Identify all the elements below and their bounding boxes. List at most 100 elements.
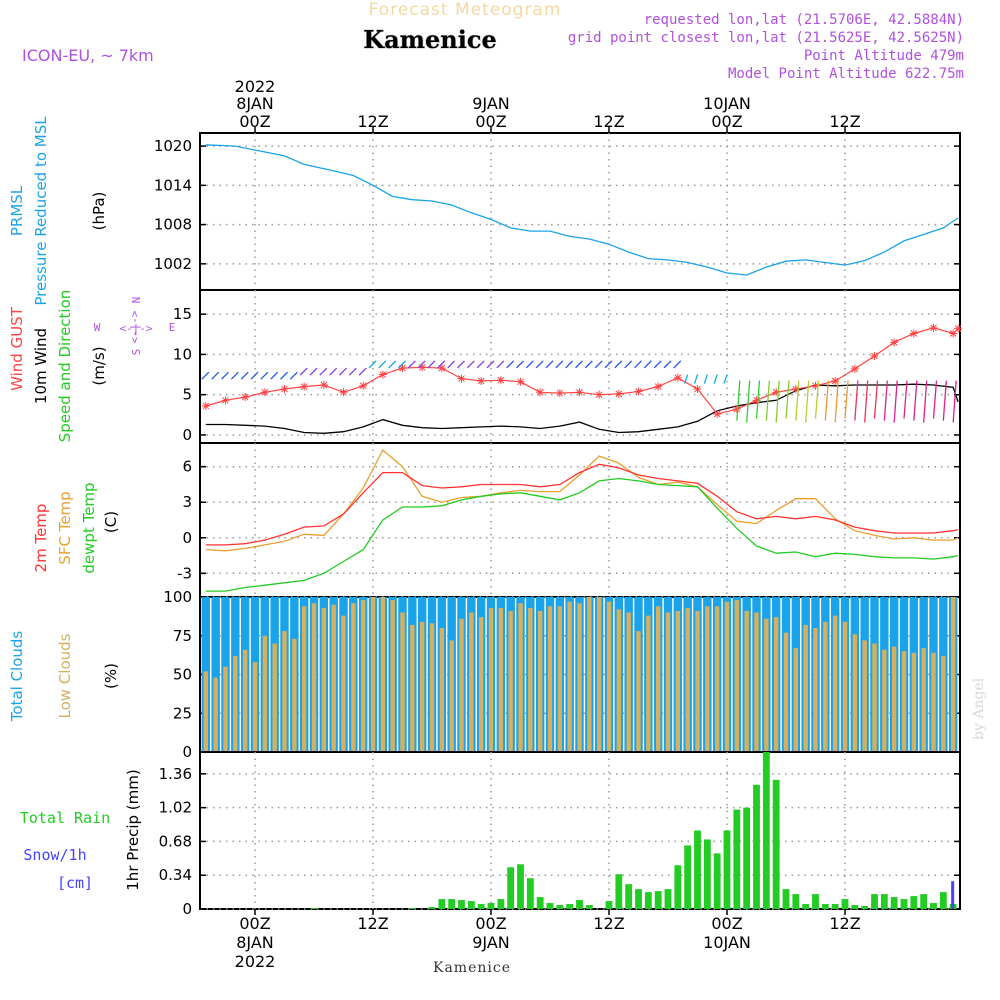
- low-cloud-bar: [331, 604, 336, 752]
- wind-arrow: [653, 360, 662, 369]
- low-cloud-bar: [400, 612, 405, 752]
- rain-bar: [841, 899, 849, 909]
- low-cloud-bar: [439, 628, 445, 752]
- rain-bar: [753, 784, 760, 909]
- wind-arrow: [684, 374, 689, 384]
- rain-bar: [507, 867, 515, 909]
- rain-bar: [812, 894, 819, 909]
- gust-marker: [693, 385, 702, 394]
- low-cloud-bar: [852, 634, 858, 752]
- gust-marker: [437, 364, 446, 373]
- wind-arrow: [545, 360, 554, 369]
- wind-arrow: [535, 360, 544, 369]
- ylabel-wind: 10m Wind: [32, 328, 50, 404]
- gust-marker: [339, 388, 348, 397]
- rain-bar: [703, 839, 711, 909]
- model-label: ICON-EU, ~ 7km: [22, 46, 154, 65]
- wind-arrow: [805, 380, 810, 423]
- low-cloud-bar: [252, 662, 258, 752]
- panel-frame: [199, 442, 961, 598]
- gust-marker: [713, 410, 722, 419]
- rain-bar: [694, 830, 701, 909]
- gust-marker: [378, 370, 387, 379]
- gust-marker: [870, 352, 879, 361]
- panels: 1002 1008 1014 1020 PRMSL Pressure Reduced to…: [8, 116, 963, 918]
- gust-marker: [634, 387, 643, 396]
- y-tick-label: 75: [173, 627, 192, 645]
- gust-marker: [595, 390, 604, 399]
- rain-bar: [635, 889, 642, 909]
- low-cloud-bar: [803, 624, 808, 752]
- compass-e: E: [169, 321, 176, 334]
- ylabel-dewpt: dewpt Temp: [80, 482, 98, 573]
- wind-arrow: [525, 360, 534, 369]
- ylabel-total-rain: Total Rain: [20, 809, 110, 827]
- rain-bar: [939, 892, 947, 909]
- low-cloud-bar: [714, 606, 720, 752]
- bottom-date-label: 9JAN: [472, 933, 510, 952]
- wind-arrow: [854, 380, 859, 421]
- rain-bar: [684, 845, 692, 909]
- y-tick-label: 0: [182, 426, 192, 444]
- y-tick-label: 3: [182, 493, 192, 511]
- wind-arrow: [834, 380, 839, 423]
- rain-bar: [743, 807, 751, 909]
- ylabel-snow-unit: [cm]: [57, 874, 93, 892]
- bottom-hour-label: 12Z: [593, 914, 624, 933]
- rain-bar: [762, 752, 770, 909]
- top-year: 2022: [235, 77, 276, 96]
- low-cloud-bar: [616, 609, 622, 752]
- wind-arrow: [575, 360, 583, 369]
- rain-bar: [654, 891, 662, 909]
- low-cloud-bar: [862, 640, 867, 752]
- top-hour-label: 12Z: [357, 112, 388, 131]
- grid-point-coords: grid point closest lon,lat (21.5625E, 42…: [568, 30, 964, 46]
- footer-location: Kamenice: [433, 960, 511, 976]
- low-cloud-bar: [665, 612, 671, 752]
- low-cloud-bar: [498, 607, 504, 752]
- rain-bar: [605, 901, 613, 909]
- low-cloud-bar: [626, 612, 631, 752]
- top-hour-label: 12Z: [829, 112, 860, 131]
- bottom-hour-label: 00Z: [239, 914, 270, 933]
- low-cloud-bar: [587, 597, 592, 752]
- low-cloud-bar: [351, 603, 356, 752]
- panel-clouds: 0 25 50 75 100 Total Clouds Low Clouds (%): [8, 588, 961, 761]
- low-cloud-bar: [557, 606, 563, 752]
- wind-arrow: [486, 360, 495, 369]
- ylabel-total-clouds: Total Clouds: [8, 631, 26, 723]
- gust-marker: [319, 381, 328, 390]
- wind-arrow: [506, 360, 515, 369]
- gust-marker: [614, 389, 623, 398]
- low-cloud-bar: [655, 606, 661, 752]
- low-cloud-bar: [360, 600, 366, 752]
- wind-arrow: [309, 367, 318, 376]
- low-cloud-bar: [272, 643, 277, 752]
- rain-bar: [930, 903, 937, 909]
- low-cloud-bar: [911, 652, 917, 752]
- low-cloud-bar: [891, 646, 897, 752]
- rain-bar: [310, 908, 318, 909]
- gust-marker: [300, 382, 309, 391]
- bottom-hour-label: 00Z: [475, 914, 506, 933]
- gust-marker: [890, 338, 899, 347]
- low-cloud-bar: [931, 652, 936, 752]
- gust-marker: [732, 405, 741, 414]
- dewpt-line: [205, 477, 959, 592]
- low-cloud-bar: [311, 603, 317, 752]
- wind-arrow: [211, 371, 220, 380]
- wind-arrow: [319, 367, 328, 376]
- low-cloud-bar: [695, 610, 700, 752]
- wind-arrow: [873, 380, 879, 419]
- rain-bar: [802, 904, 810, 909]
- wind-arrow: [844, 380, 849, 419]
- wind-arrow: [643, 360, 652, 369]
- panel-precip: 0 0.34 0.68 1.02 1.36 Total Rain Snow/1h [cm] 1h…: [20, 751, 961, 918]
- gust-marker: [575, 388, 584, 397]
- ylabel-low-clouds: Low Clouds: [56, 633, 74, 718]
- rain-bar: [644, 892, 652, 909]
- wind-arrow: [893, 380, 898, 423]
- rain-bar: [576, 900, 583, 909]
- wind-arrow: [447, 360, 456, 369]
- wind-arrow: [329, 367, 338, 376]
